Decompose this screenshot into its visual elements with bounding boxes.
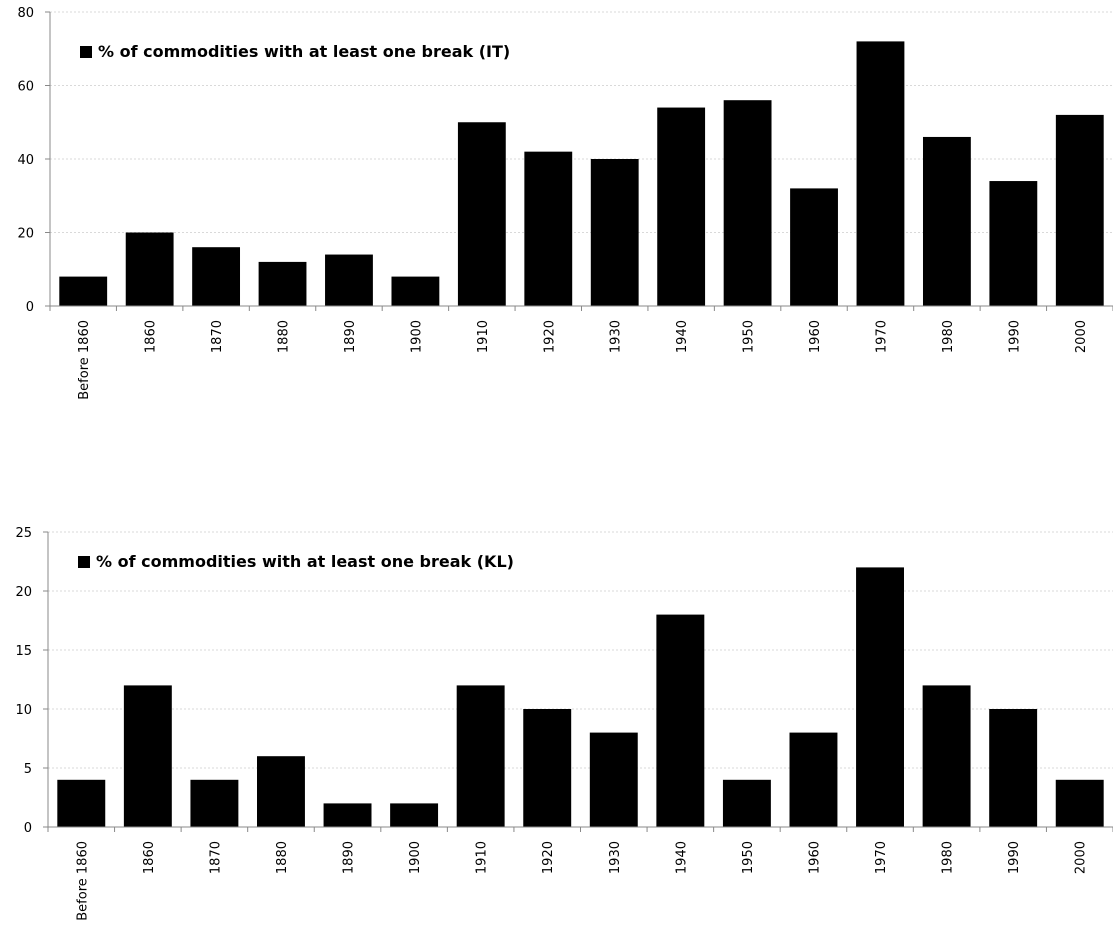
x-tick-label: 1870 xyxy=(210,320,225,353)
bar-1960 xyxy=(790,188,838,306)
bar-1960 xyxy=(789,732,838,827)
y-tick-label: 5 xyxy=(24,762,32,777)
bar-1980 xyxy=(922,136,971,306)
x-tick-label: 1960 xyxy=(807,841,822,874)
x-tick-label: Before 1860 xyxy=(77,320,92,400)
x-tick-label: 1980 xyxy=(941,841,956,874)
x-tick-label: 1970 xyxy=(874,320,889,353)
x-tick-label: 1940 xyxy=(675,320,690,353)
x-tick-label: Before 1860 xyxy=(75,841,90,921)
x-tick-label: 1860 xyxy=(144,320,159,353)
y-tick-label: 40 xyxy=(17,153,34,168)
x-tick-label: 1870 xyxy=(208,841,223,874)
y-tick-label: 0 xyxy=(26,300,34,315)
chart-kl: 0 5 10 15 20 25 Before 1860 1860 1870 1880 1890 190… xyxy=(15,526,1113,921)
legend-label: % of commodities with at least one break… xyxy=(98,42,510,61)
y-tick-label: 0 xyxy=(24,821,32,836)
bar-1910 xyxy=(456,685,505,827)
x-tick-label: 1920 xyxy=(541,841,556,874)
x-tick-label: 1900 xyxy=(408,841,423,874)
bar-1970 xyxy=(856,41,905,307)
x-tick-label: 1890 xyxy=(343,320,358,353)
x-tick-label: 1910 xyxy=(476,320,491,353)
x-tick-label: 2000 xyxy=(1074,320,1089,353)
bar-2000 xyxy=(1055,114,1104,307)
x-tick-label: 1940 xyxy=(674,841,689,874)
x-tick-label: 1970 xyxy=(874,841,889,874)
bar-1860 xyxy=(123,685,172,827)
bar-1900 xyxy=(391,276,440,306)
bar-1970 xyxy=(856,567,904,827)
bar-1920 xyxy=(523,709,572,827)
bar-1950 xyxy=(722,779,771,827)
bar-1860 xyxy=(125,232,174,306)
x-tick-label: 1900 xyxy=(409,320,424,353)
y-tick-label: 10 xyxy=(15,703,32,718)
bar-1990 xyxy=(989,181,1038,306)
x-tick-label: 1880 xyxy=(275,841,290,874)
bar-1900 xyxy=(390,803,439,827)
x-tick-label: 1950 xyxy=(741,841,756,874)
chart-it: 0 20 40 60 80 Before 1860 1860 1870 1880 1890 1900… xyxy=(17,6,1113,400)
bar-1870 xyxy=(192,247,241,306)
legend-swatch xyxy=(80,46,92,58)
legend-swatch xyxy=(78,556,90,568)
bar-1890 xyxy=(323,803,372,827)
bar-1930 xyxy=(590,159,639,306)
y-tick-label: 60 xyxy=(17,80,34,95)
y-tick-label: 20 xyxy=(17,227,34,242)
y-tick-label: 15 xyxy=(15,644,32,659)
bar-1990 xyxy=(989,709,1038,827)
bar-2000 xyxy=(1055,779,1104,827)
bar-1910 xyxy=(457,122,506,306)
bar-1930 xyxy=(589,732,638,827)
x-tick-label: 1910 xyxy=(475,841,490,874)
bar-1940 xyxy=(657,107,706,306)
y-tick-label: 80 xyxy=(17,6,34,21)
bar-1980 xyxy=(922,685,971,827)
bar-1870 xyxy=(190,779,239,827)
x-tick-label: 1960 xyxy=(808,320,823,353)
y-tick-label: 20 xyxy=(15,585,32,600)
bar-1940 xyxy=(656,614,705,827)
x-tick-label: 1890 xyxy=(342,841,357,874)
x-tick-label: 1980 xyxy=(941,320,956,353)
bar-1880 xyxy=(258,261,307,306)
x-tick-label: 1920 xyxy=(542,320,557,353)
x-tick-label: 1880 xyxy=(277,320,292,353)
y-tick-label: 25 xyxy=(15,526,32,541)
bar-before-1860 xyxy=(57,779,106,827)
x-tick-label: 1990 xyxy=(1007,320,1022,353)
x-tick-label: 1950 xyxy=(742,320,757,353)
bar-1890 xyxy=(325,254,373,306)
bar-1920 xyxy=(524,151,573,306)
x-tick-label: 2000 xyxy=(1074,841,1089,874)
legend-label: % of commodities with at least one break… xyxy=(96,552,514,571)
bar-1950 xyxy=(723,100,772,306)
x-tick-label: 1990 xyxy=(1007,841,1022,874)
bar-before-1860 xyxy=(59,276,108,306)
x-tick-label: 1930 xyxy=(608,841,623,874)
x-tick-label: 1860 xyxy=(142,841,157,874)
bar-1880 xyxy=(257,756,305,827)
x-tick-label: 1930 xyxy=(609,320,624,353)
